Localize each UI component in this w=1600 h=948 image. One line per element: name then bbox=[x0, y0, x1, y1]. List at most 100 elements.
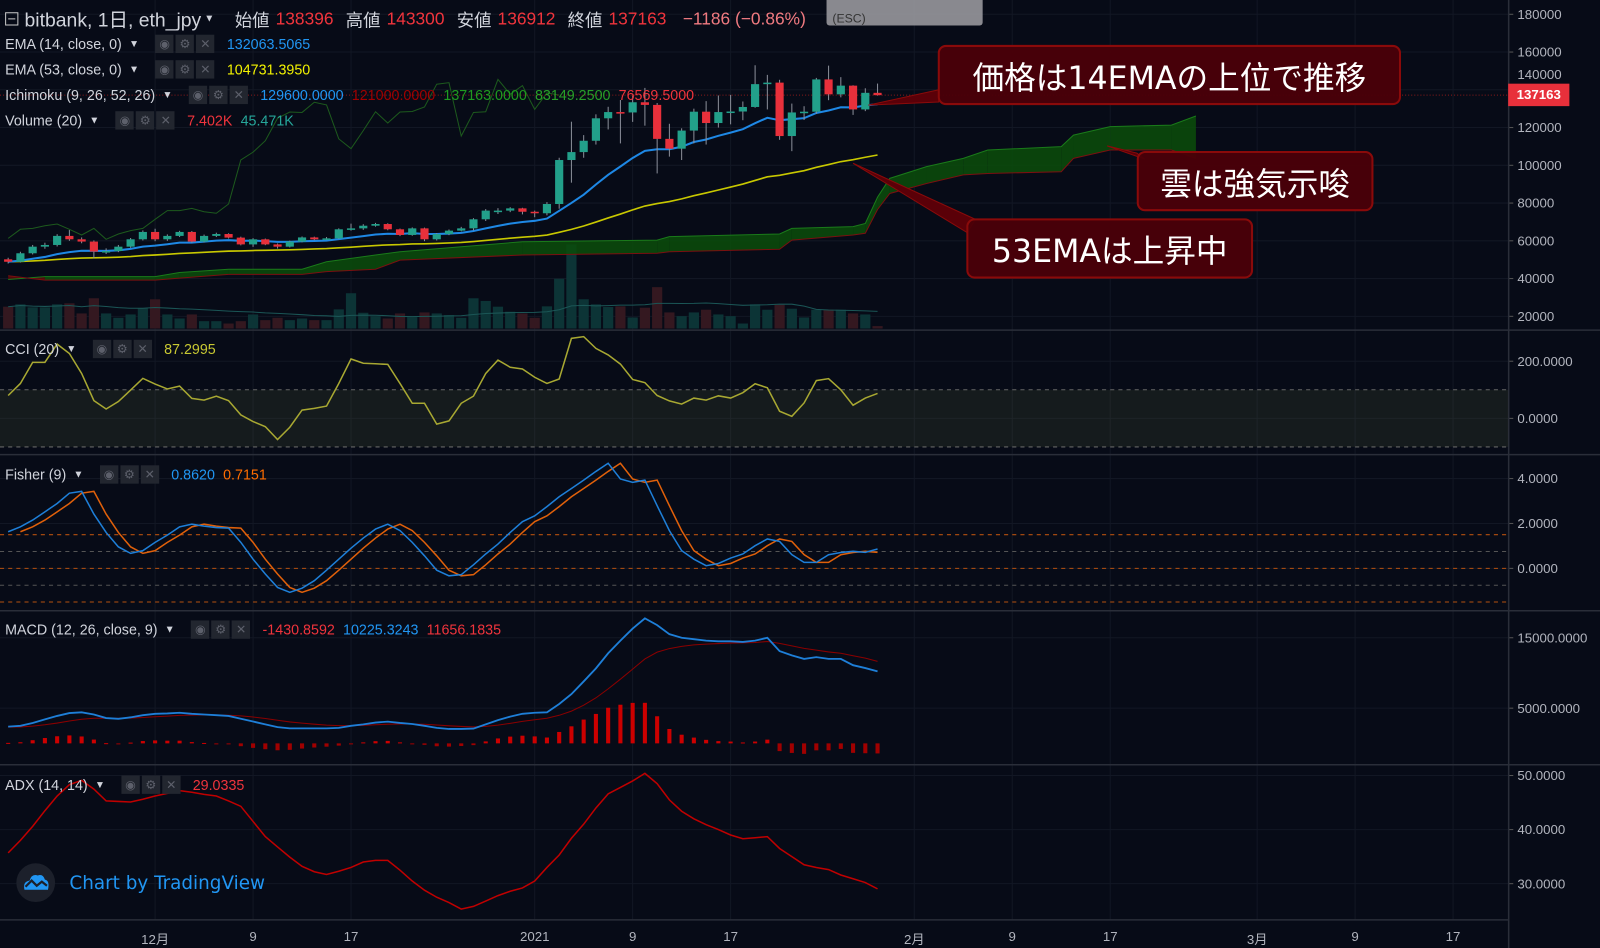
candle bbox=[616, 99, 625, 144]
legend-title[interactable]: Fisher (9) bbox=[5, 466, 67, 483]
volume-bar bbox=[394, 313, 406, 329]
eye-icon[interactable]: ◉ bbox=[99, 465, 119, 484]
eye-icon[interactable]: ◉ bbox=[121, 775, 140, 794]
chevron-down-icon[interactable]: ▼ bbox=[164, 623, 175, 636]
eye-icon[interactable]: ◉ bbox=[92, 339, 112, 359]
axis-tick-label: 40000 bbox=[1517, 270, 1555, 287]
close-icon[interactable]: ✕ bbox=[162, 775, 181, 794]
price-pane[interactable] bbox=[0, 65, 1509, 329]
chevron-down-icon[interactable]: ▼ bbox=[204, 13, 215, 25]
tradingview-logo-icon[interactable] bbox=[16, 863, 56, 903]
volume-bar bbox=[701, 309, 712, 329]
candle-body bbox=[151, 231, 160, 240]
volume-bar bbox=[443, 315, 455, 329]
close-icon[interactable]: ✕ bbox=[231, 620, 251, 639]
annotation-ema14[interactable]: 価格は14EMAの上位で推移 bbox=[937, 44, 1402, 106]
annotation-cloud[interactable]: 雲は強気示唆 bbox=[1136, 151, 1374, 212]
candle bbox=[285, 240, 294, 248]
legend-title[interactable]: Volume (20) bbox=[5, 112, 83, 129]
candle bbox=[114, 244, 123, 253]
volume-bar bbox=[456, 317, 467, 329]
legend-ema53[interactable]: EMA (53, close, 0) ▼ ◉ ⚙ ✕ 104731.3950 bbox=[5, 60, 310, 79]
gear-icon[interactable]: ⚙ bbox=[209, 85, 228, 105]
conversion-line-value: 129600.0000 bbox=[260, 86, 344, 104]
macd-histogram-bar bbox=[814, 743, 819, 751]
candle-body bbox=[273, 244, 282, 247]
legend-ema14[interactable]: EMA (14, close, 0) ▼ ◉ ⚙ ✕ 132063.5065 bbox=[5, 34, 310, 54]
legend-title[interactable]: MACD (12, 26, close, 9) bbox=[5, 621, 158, 638]
gear-icon[interactable]: ⚙ bbox=[141, 775, 161, 794]
candle bbox=[346, 223, 356, 231]
volume-bar bbox=[162, 314, 173, 329]
eye-icon[interactable]: ◉ bbox=[155, 60, 174, 79]
legend-adx[interactable]: ADX (14, 14) ▼ ◉ ⚙ ✕ 29.0335 bbox=[5, 775, 244, 794]
legend-macd[interactable]: MACD (12, 26, close, 9) ▼ ◉ ⚙ ✕ -1430.8592 … bbox=[5, 620, 501, 639]
candle-body bbox=[28, 246, 37, 254]
axis-tick-label: 60000 bbox=[1517, 233, 1555, 249]
minus-square-icon[interactable] bbox=[5, 12, 19, 26]
legend-title[interactable]: ADX (14, 14) bbox=[5, 776, 88, 793]
close-icon[interactable]: ✕ bbox=[140, 465, 159, 484]
candle-body bbox=[542, 204, 552, 214]
legend-ichimoku[interactable]: Ichimoku (9, 26, 52, 26) ▼ ◉ ⚙ ✕ 129600.000… bbox=[5, 85, 694, 105]
legend-title[interactable]: CCI (20) bbox=[5, 340, 60, 358]
macd-histogram-value: -1430.8592 bbox=[262, 621, 335, 638]
candle-body bbox=[40, 244, 49, 247]
volume-bar bbox=[113, 317, 124, 329]
cci-value: 87.2995 bbox=[164, 340, 216, 358]
time-axis-label: 17 bbox=[1445, 928, 1461, 944]
legend-title[interactable]: EMA (53, close, 0) bbox=[5, 61, 122, 78]
macd-pane[interactable] bbox=[6, 617, 880, 754]
eye-icon[interactable]: ◉ bbox=[191, 620, 210, 639]
fisher-pane[interactable] bbox=[0, 462, 1509, 603]
axis-tick-label: 5000.0000 bbox=[1517, 700, 1581, 716]
chevron-down-icon[interactable]: ▼ bbox=[89, 114, 100, 127]
macd-histogram-bar bbox=[177, 740, 182, 744]
candle bbox=[444, 229, 454, 236]
candle bbox=[653, 103, 662, 174]
eye-icon[interactable]: ◉ bbox=[188, 85, 208, 105]
gear-icon[interactable]: ⚙ bbox=[175, 60, 195, 79]
chevron-down-icon[interactable]: ▼ bbox=[73, 468, 84, 481]
annotation-ema53[interactable]: 53EMAは上昇中 bbox=[966, 218, 1254, 279]
high-label: 高値 bbox=[345, 11, 381, 31]
gear-icon[interactable]: ⚙ bbox=[211, 620, 230, 639]
gear-icon[interactable]: ⚙ bbox=[175, 34, 195, 54]
candle bbox=[873, 83, 882, 96]
volume-bar bbox=[688, 312, 699, 329]
chevron-down-icon[interactable]: ▼ bbox=[128, 38, 140, 50]
chevron-down-icon[interactable]: ▼ bbox=[128, 63, 140, 75]
close-icon[interactable]: ✕ bbox=[133, 339, 152, 359]
adx-pane[interactable] bbox=[7, 772, 878, 910]
candle bbox=[702, 101, 711, 145]
chevron-down-icon[interactable]: ▼ bbox=[94, 779, 105, 791]
eye-icon[interactable]: ◉ bbox=[115, 111, 135, 130]
close-icon[interactable]: ✕ bbox=[196, 60, 215, 79]
legend-cci[interactable]: CCI (20) ▼ ◉ ⚙ ✕ 87.2995 bbox=[5, 339, 216, 359]
gear-icon[interactable]: ⚙ bbox=[136, 111, 155, 130]
symbol-title[interactable]: bitbank, 1日, eth_jpy bbox=[24, 10, 202, 32]
eye-icon[interactable]: ◉ bbox=[155, 34, 174, 54]
volume-bar bbox=[345, 293, 357, 329]
ichimoku-cloud-segment bbox=[1171, 116, 1196, 159]
volume-bar bbox=[211, 321, 222, 329]
gear-icon[interactable]: ⚙ bbox=[113, 339, 132, 359]
legend-title[interactable]: EMA (14, close, 0) bbox=[5, 35, 122, 53]
close-icon[interactable]: ✕ bbox=[156, 111, 175, 130]
legend-fisher[interactable]: Fisher (9) ▼ ◉ ⚙ ✕ 0.8620 0.7151 bbox=[5, 465, 267, 484]
macd-histogram-bar bbox=[214, 743, 219, 745]
legend-volume[interactable]: Volume (20) ▼ ◉ ⚙ ✕ 7.402K 45.471K bbox=[5, 111, 294, 130]
axis-tick-label: 50.0000 bbox=[1517, 767, 1566, 784]
chevron-down-icon[interactable]: ▼ bbox=[162, 89, 173, 101]
candle bbox=[628, 95, 637, 122]
gear-icon[interactable]: ⚙ bbox=[120, 465, 139, 484]
close-icon[interactable]: ✕ bbox=[196, 34, 215, 54]
candle-body bbox=[493, 210, 503, 213]
cci-pane[interactable] bbox=[0, 335, 1509, 448]
close-icon[interactable]: ✕ bbox=[229, 85, 248, 105]
tradingview-watermark[interactable]: Chart by TradingView bbox=[69, 872, 266, 894]
chevron-down-icon[interactable]: ▼ bbox=[66, 343, 77, 355]
volume-bar bbox=[333, 309, 344, 329]
legend-title[interactable]: Ichimoku (9, 26, 52, 26) bbox=[5, 86, 156, 104]
